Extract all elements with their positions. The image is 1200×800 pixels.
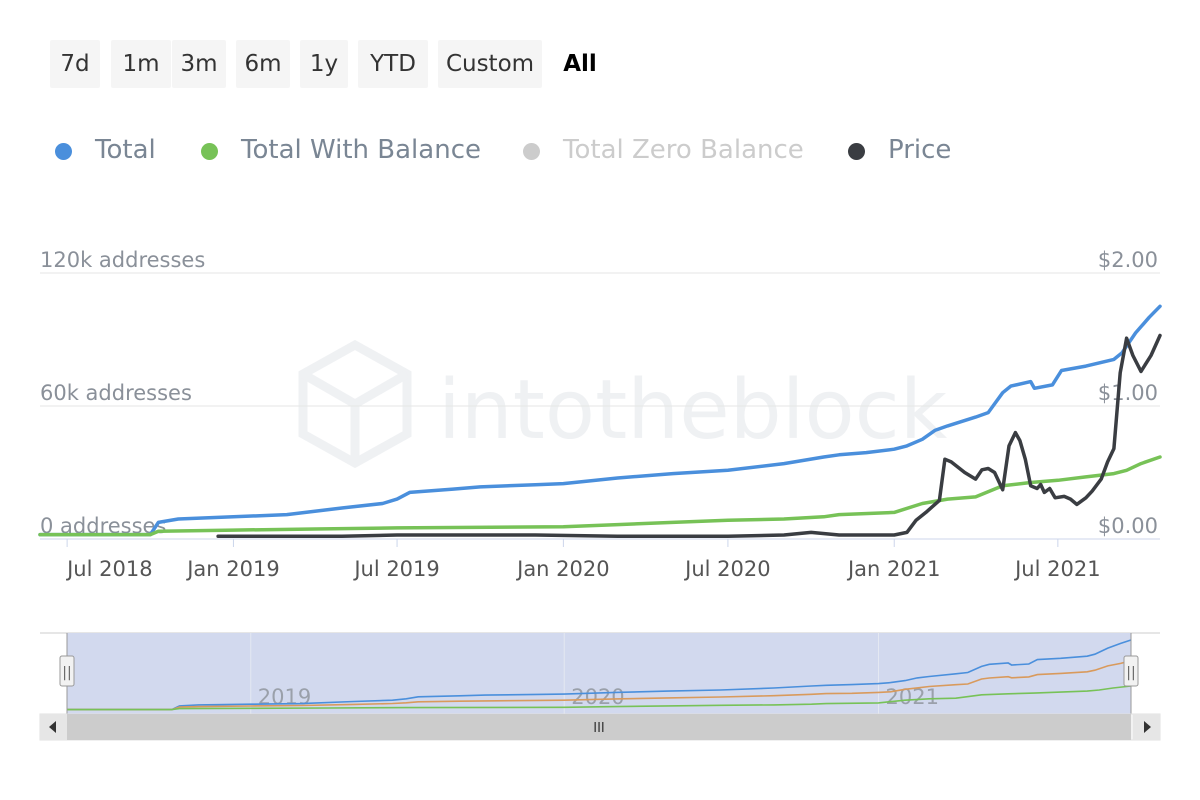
series-total [38, 304, 1162, 537]
handle-grip-icon: || [1126, 665, 1135, 681]
range-button-3m[interactable]: 3m [172, 40, 226, 88]
scroll-right-button[interactable] [1133, 714, 1160, 740]
series-line-total [38, 304, 1162, 537]
y-axis-right: $0.00 $1.00 $2.00 [1098, 248, 1158, 538]
x-tick-label: Jan 2021 [846, 557, 941, 581]
scrollbar-grip-icon: III [593, 721, 605, 736]
y-left-tick-label: 60k addresses [40, 381, 192, 405]
x-tick-label: Jul 2019 [352, 557, 439, 581]
legend-label: Total With Balance [241, 135, 481, 165]
navigator-series-with-balance [67, 685, 1132, 711]
x-axis: Jul 2018 Jan 2019 Jul 2019 Jan 2020 Jul 2020… [65, 539, 1101, 581]
legend-dot-icon [55, 143, 72, 160]
range-button-all[interactable]: All [552, 40, 608, 88]
legend-label: Price [888, 135, 952, 165]
range-button-7d[interactable]: 7d [50, 40, 100, 88]
handle-grip[interactable] [59, 655, 75, 687]
handle-grip-icon: || [62, 665, 71, 681]
series-price [216, 333, 1162, 539]
scrollbar-thumb[interactable] [67, 714, 1131, 740]
navigator[interactable]: 2019 2020 2021|| ||III [39, 632, 1161, 741]
arrow-right-icon [1144, 721, 1151, 733]
arrow-left-icon [49, 721, 56, 733]
range-button-custom[interactable]: Custom [438, 40, 542, 88]
navigator-series-total [67, 639, 1132, 711]
scroll-left-button[interactable] [40, 714, 67, 740]
y-left-tick-label: 120k addresses [40, 248, 205, 272]
x-tick-label: Jul 2021 [1013, 557, 1100, 581]
x-tick-label: Jul 2018 [65, 557, 152, 581]
watermark-text: intotheblock [438, 363, 948, 458]
range-button-ytd[interactable]: YTD [358, 40, 428, 88]
series-total-with-balance [38, 455, 1162, 537]
handle-grip[interactable] [1123, 655, 1139, 687]
navigator-scrollbar[interactable]: III [39, 713, 1161, 741]
navigator-left-handle[interactable]: || [59, 633, 75, 714]
navigator-right-handle[interactable]: || [1123, 633, 1139, 714]
y-right-tick-label: $0.00 [1098, 514, 1158, 538]
x-tick-label: Jul 2020 [683, 557, 770, 581]
y-right-tick-label: $1.00 [1098, 381, 1158, 405]
legend-dot-icon [523, 143, 540, 160]
legend-dot-icon [848, 143, 865, 160]
range-button-1m[interactable]: 1m [111, 40, 171, 88]
watermark-logo-icon [298, 339, 412, 469]
legend-label: Total [95, 135, 156, 165]
x-tick-label: Jan 2019 [185, 557, 280, 581]
watermark: intotheblock [298, 339, 948, 469]
legend-dot-icon [201, 143, 218, 160]
navigator-year-label: 2020 [571, 685, 624, 709]
y-right-tick-label: $2.00 [1098, 248, 1158, 272]
navigator-series-zero-balance [67, 659, 1132, 711]
grid-lines [40, 272, 1160, 540]
series-line-total-with-balance [38, 455, 1162, 537]
x-tick-label: Jan 2020 [515, 557, 610, 581]
range-button-1y[interactable]: 1y [300, 40, 348, 88]
range-button-6m[interactable]: 6m [236, 40, 290, 88]
legend-label: Total Zero Balance [563, 135, 804, 165]
series-group [38, 304, 1162, 539]
